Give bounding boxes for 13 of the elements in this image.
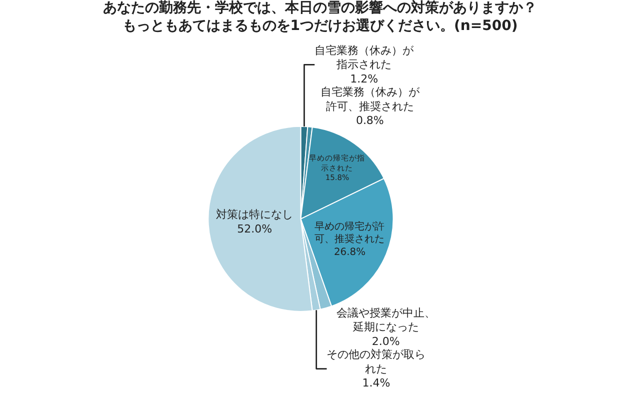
slice-label: 早めの帰宅が許可、推奨された	[314, 220, 385, 246]
data-label: 0.8%	[356, 114, 384, 128]
data-label: 2.0%	[372, 334, 400, 348]
data-label: 52.0%	[237, 222, 272, 236]
data-label: 1.2%	[350, 72, 378, 86]
slice-label: 自宅業務（休み）が指示された	[314, 44, 415, 72]
data-label: 26.8%	[334, 247, 366, 258]
data-label: 1.4%	[362, 376, 390, 390]
slice-label: 自宅業務（休み）が許可、推奨された	[320, 85, 420, 113]
chart-title: あなたの勤務先・学校では、本日の雪の影響への対策がありますか？もっともあてはまるものを1つだけお選びください。(n=500)	[103, 0, 537, 34]
slice-label: 会議や授業が中止、延期になった	[336, 306, 436, 334]
slice-label: その他の対策が取られた	[326, 348, 426, 376]
slice-label: 対策は特になし	[216, 208, 294, 222]
